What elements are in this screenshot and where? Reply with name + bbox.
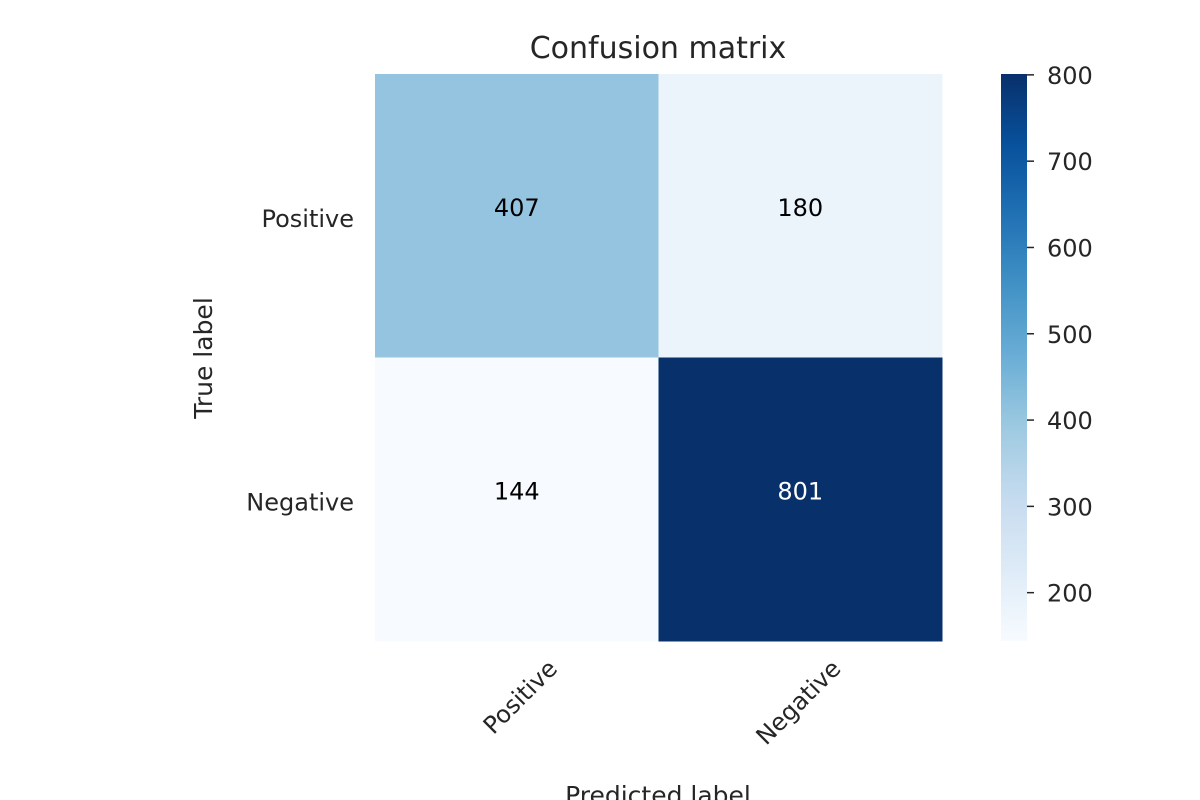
heatmap-cell (375, 357, 659, 642)
y-tick-label: Negative (246, 489, 354, 517)
x-tick-label: Positive (478, 654, 563, 739)
colorbar-tick-label: 200 (1047, 580, 1093, 608)
cell-value-label: 801 (777, 478, 823, 506)
heatmap-cell (658, 357, 943, 642)
chart-title: Confusion matrix (530, 31, 787, 66)
heatmap: 407 180 144 801 (375, 74, 943, 642)
y-axis-ticks: Positive Negative (246, 205, 354, 517)
colorbar-gradient (1001, 74, 1027, 641)
x-tick-label: Negative (751, 654, 847, 750)
x-axis-label: Predicted label (565, 781, 751, 800)
colorbar-tick-label: 400 (1047, 407, 1093, 435)
x-axis-ticks: Positive Negative (478, 654, 847, 750)
cell-value-label: 144 (494, 478, 540, 506)
colorbar-tick-label: 800 (1047, 62, 1093, 90)
heatmap-cell (375, 74, 659, 358)
colorbar-tick-label: 500 (1047, 321, 1093, 349)
colorbar-tick-label: 700 (1047, 148, 1093, 176)
colorbar-tick-label: 300 (1047, 493, 1093, 521)
cell-value-label: 407 (494, 194, 540, 222)
colorbar: 200 300 400 500 600 700 800 (1001, 62, 1093, 641)
y-tick-label: Positive (261, 205, 354, 233)
y-axis-label: True label (189, 297, 218, 420)
colorbar-ticks: 200 300 400 500 600 700 800 (1027, 62, 1093, 608)
heatmap-cell (658, 74, 943, 358)
cell-value-label: 180 (777, 194, 823, 222)
colorbar-tick-label: 600 (1047, 234, 1093, 262)
